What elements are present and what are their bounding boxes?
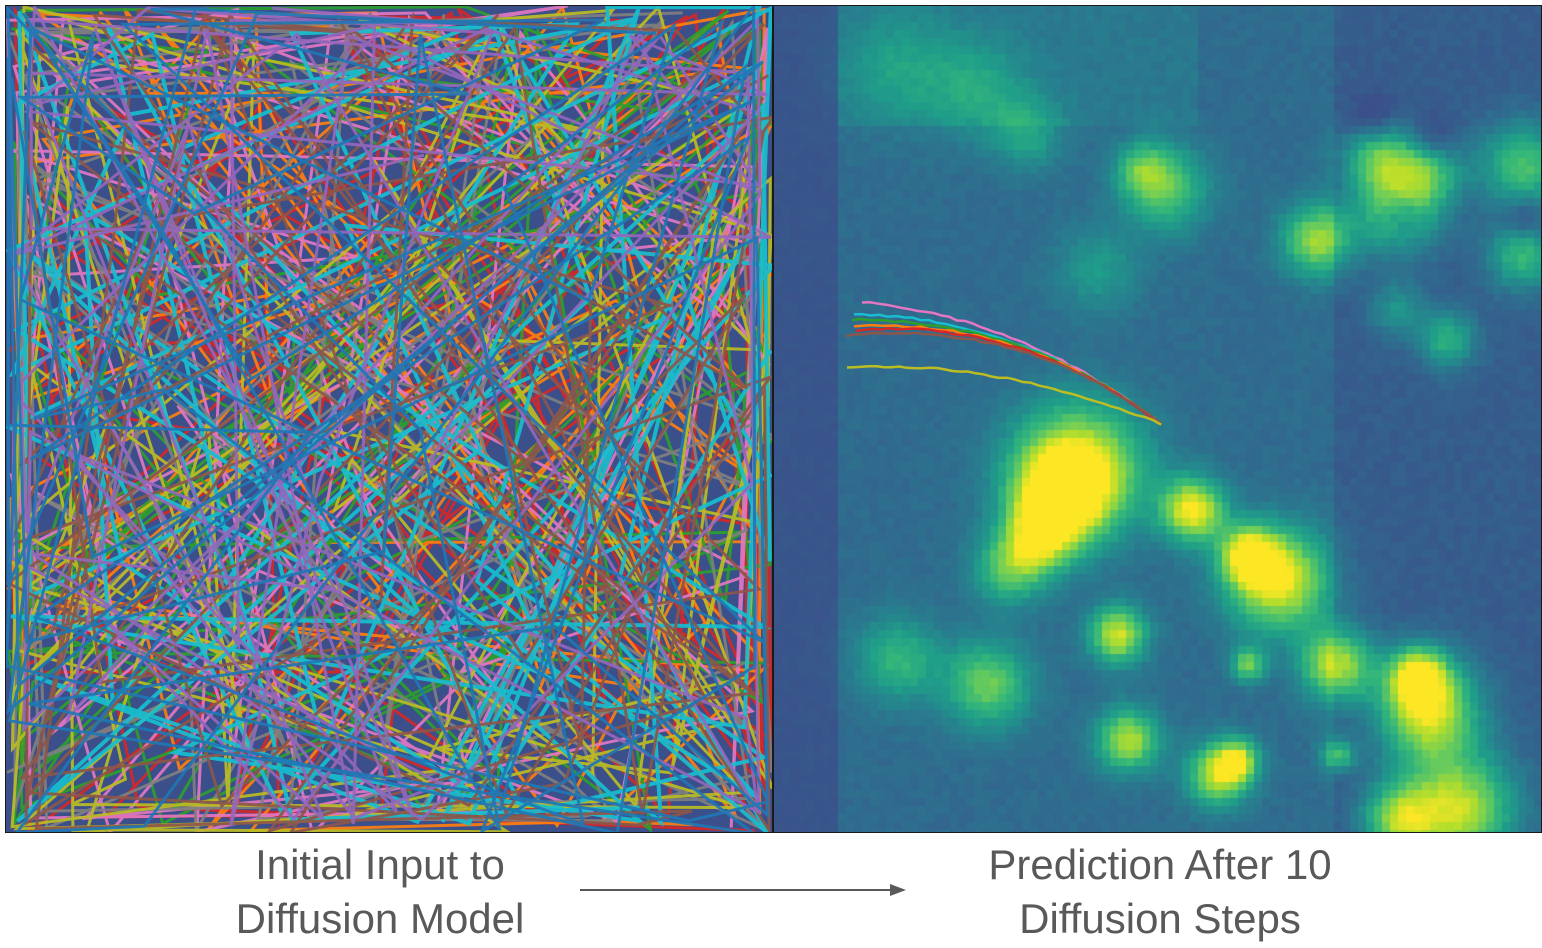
random-trajectory bbox=[6, 6, 770, 832]
random-trajectories-plot bbox=[6, 6, 772, 832]
random-trajectory-group bbox=[6, 6, 770, 832]
predicted-trajectory bbox=[846, 364, 1162, 426]
initial-input-panel bbox=[5, 5, 773, 833]
right-arrow-icon bbox=[580, 884, 906, 896]
prediction-caption-line1: Prediction After 10 bbox=[988, 841, 1332, 888]
initial-input-caption-line2: Diffusion Model bbox=[235, 895, 525, 942]
environment-heatmap bbox=[774, 6, 1541, 832]
initial-input-caption: Initial Input to Diffusion Model bbox=[130, 838, 630, 946]
prediction-caption: Prediction After 10 Diffusion Steps bbox=[910, 838, 1410, 946]
predicted-trajectories-plot bbox=[845, 301, 1162, 426]
predicted-trajectory bbox=[845, 331, 1162, 425]
prediction-caption-line2: Diffusion Steps bbox=[1019, 895, 1301, 942]
prediction-panel bbox=[773, 5, 1542, 833]
initial-input-caption-line1: Initial Input to bbox=[255, 841, 505, 888]
